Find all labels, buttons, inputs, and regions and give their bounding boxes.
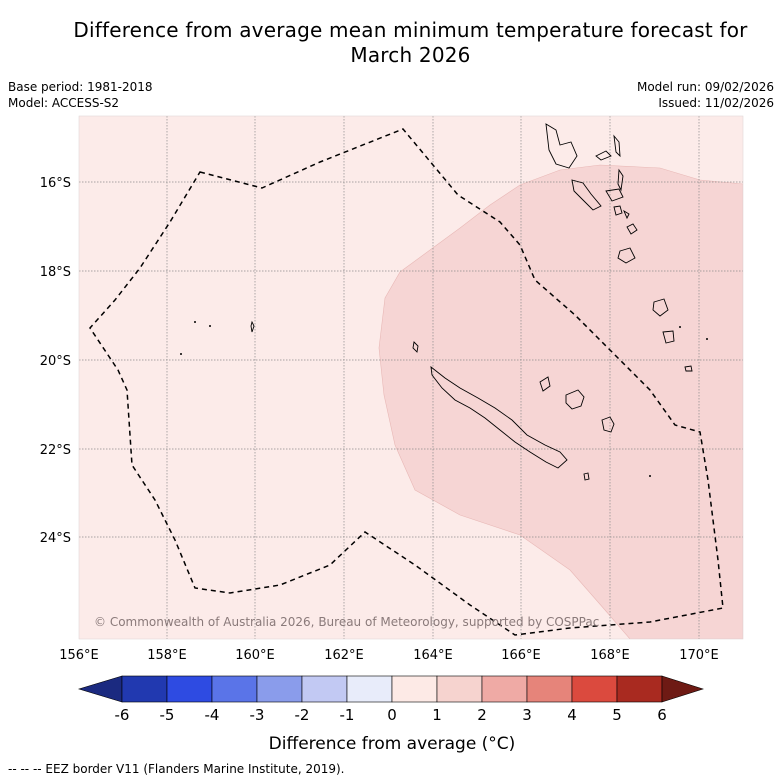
- aneityum-coast: [662, 330, 675, 344]
- colorbar-segment: [166, 675, 213, 703]
- coastlines: [250, 123, 693, 481]
- espiritu-santo-coast: [545, 123, 578, 169]
- chesterfield-islet-1: [194, 321, 196, 323]
- maewo-coast: [613, 134, 621, 158]
- matthew-island-coast: [684, 365, 693, 372]
- ambrym-coast: [605, 188, 624, 202]
- meta-right: Model run: 09/02/2026 Issued: 11/02/2026: [637, 79, 774, 111]
- bellona-islet: [180, 353, 182, 355]
- mare-coast: [601, 416, 615, 433]
- colorbar-extension-low: [77, 675, 123, 703]
- epi-coast: [613, 205, 623, 216]
- malakula-coast: [571, 179, 602, 211]
- colorbar-segment: [526, 675, 573, 703]
- anomaly-region-1-2: [378, 164, 743, 639]
- title-line-2: March 2026: [350, 43, 471, 67]
- lifou-coast: [565, 389, 585, 410]
- lon-tick-label: 160°E: [235, 648, 275, 663]
- isle-of-pines-coast: [583, 472, 590, 481]
- vanuatu-islet: [679, 326, 681, 328]
- graticule: [79, 116, 743, 639]
- model-name: Model: ACCESS-S2: [8, 96, 120, 110]
- model-run: Model run: 09/02/2026: [636, 80, 774, 94]
- colorbar-segment: [121, 675, 168, 703]
- colorbar-segment: [436, 675, 483, 703]
- lat-tick-label: 18°S: [40, 265, 71, 280]
- colorbar-label: 6: [657, 706, 667, 724]
- lon-tick-label: 158°E: [147, 648, 187, 663]
- pentecost-coast: [617, 168, 624, 192]
- colorbar-label: -6: [115, 706, 130, 724]
- colorbar-segment: [346, 675, 393, 703]
- chesterfield-islet-2: [209, 325, 211, 327]
- lat-tick-label: 16°S: [40, 176, 71, 191]
- lon-tick-label: 168°E: [590, 648, 630, 663]
- colorbar-label: -2: [295, 706, 310, 724]
- tanna-coast: [652, 298, 669, 317]
- eez-border: [89, 128, 724, 636]
- colorbar-segment: [301, 675, 348, 703]
- lon-tick-labels: 156°E 158°E 160°E 162°E 164°E 166°E 168°…: [59, 648, 719, 663]
- lon-tick-label: 170°E: [679, 648, 719, 663]
- issued-date: Issued: 11/02/2026: [658, 96, 774, 110]
- erromango-coast: [617, 247, 636, 264]
- colorbar-label: 4: [567, 706, 577, 724]
- colorbar-label: -1: [340, 706, 355, 724]
- ouvea-coast: [539, 376, 551, 392]
- map-frame: [78, 115, 744, 640]
- hunter-islet: [649, 475, 651, 477]
- lat-tick-label: 22°S: [40, 443, 71, 458]
- colorbar-segment: [616, 675, 663, 703]
- lon-tick-label: 164°E: [413, 648, 453, 663]
- chart-title: Difference from average mean minimum tem…: [0, 18, 781, 68]
- lon-tick-label: 166°E: [501, 648, 541, 663]
- colorbar-label: 5: [612, 706, 622, 724]
- base-period: Base period: 1981-2018: [8, 80, 153, 94]
- ambae-coast: [595, 150, 612, 161]
- colorbar-label: -4: [205, 706, 220, 724]
- colorbar: [77, 675, 704, 703]
- colorbar-segment: [256, 675, 303, 703]
- shepherd-islands-coast: [623, 209, 630, 220]
- colorbar-segment: [481, 675, 528, 703]
- vanuatu-islet-2: [706, 338, 708, 340]
- colorbar-label: -3: [250, 706, 265, 724]
- small-islets: [180, 321, 708, 477]
- belep-islands-coast: [412, 341, 419, 353]
- title-line-1: Difference from average mean minimum tem…: [73, 18, 748, 42]
- meta-left: Base period: 1981-2018 Model: ACCESS-S2: [8, 79, 153, 111]
- lon-tick-label: 156°E: [59, 648, 99, 663]
- colorbar-extension-high: [661, 675, 704, 703]
- colorbar-segment: [571, 675, 618, 703]
- colorbar-label: 0: [387, 706, 397, 724]
- chesterfield-coast: [250, 320, 255, 333]
- lat-tick-label: 20°S: [40, 354, 71, 369]
- colorbar-label: 2: [477, 706, 487, 724]
- copyright-notice: © Commonwealth of Australia 2026, Bureau…: [94, 615, 599, 629]
- colorbar-label: -5: [160, 706, 175, 724]
- colorbar-label: 3: [522, 706, 532, 724]
- new-caledonia-coast: [430, 365, 568, 469]
- colorbar-segment: [391, 675, 438, 703]
- lat-tick-label: 24°S: [40, 531, 71, 546]
- colorbar-segment: [211, 675, 258, 703]
- colorbar-title: Difference from average (°C): [269, 734, 516, 754]
- colorbar-labels: -6 -5 -4 -3 -2 -1 0 1 2 3 4 5 6: [115, 706, 667, 724]
- colorbar-label: 1: [432, 706, 442, 724]
- eez-footnote: -- -- -- EEZ border V11 (Flanders Marine…: [8, 762, 345, 776]
- lon-tick-label: 162°E: [324, 648, 364, 663]
- efate-coast: [626, 223, 638, 235]
- lat-tick-labels: 16°S 18°S 20°S 22°S 24°S: [40, 176, 71, 546]
